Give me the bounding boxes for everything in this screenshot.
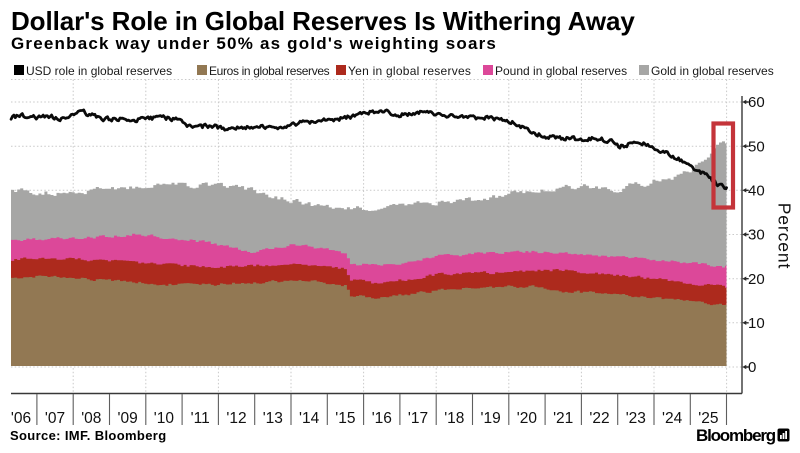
svg-text:'12: '12 [226,410,246,427]
svg-text:10: 10 [748,315,765,332]
svg-text:Percent: Percent [775,203,795,270]
svg-text:60: 60 [748,94,765,111]
svg-text:'08: '08 [81,410,101,427]
svg-text:'25: '25 [698,410,718,427]
svg-text:'24: '24 [662,410,683,427]
svg-text:'16: '16 [372,410,392,427]
svg-text:'18: '18 [444,410,464,427]
svg-text:'09: '09 [117,410,137,427]
svg-text:'15: '15 [335,410,355,427]
svg-text:'14: '14 [299,410,320,427]
svg-text:'06: '06 [11,410,31,427]
svg-text:40: 40 [748,183,765,200]
svg-text:'19: '19 [480,410,500,427]
svg-text:'17: '17 [408,410,428,427]
svg-text:30: 30 [748,227,765,244]
svg-text:'13: '13 [263,410,283,427]
svg-text:'07: '07 [45,410,65,427]
svg-text:20: 20 [748,271,765,288]
svg-text:'20: '20 [517,410,538,427]
svg-text:'11: '11 [191,410,210,427]
svg-text:'21: '21 [553,410,573,427]
svg-text:'23: '23 [626,410,646,427]
svg-text:0: 0 [748,359,756,376]
svg-text:'10: '10 [154,410,175,427]
svg-text:50: 50 [748,138,765,155]
svg-text:'22: '22 [589,410,609,427]
